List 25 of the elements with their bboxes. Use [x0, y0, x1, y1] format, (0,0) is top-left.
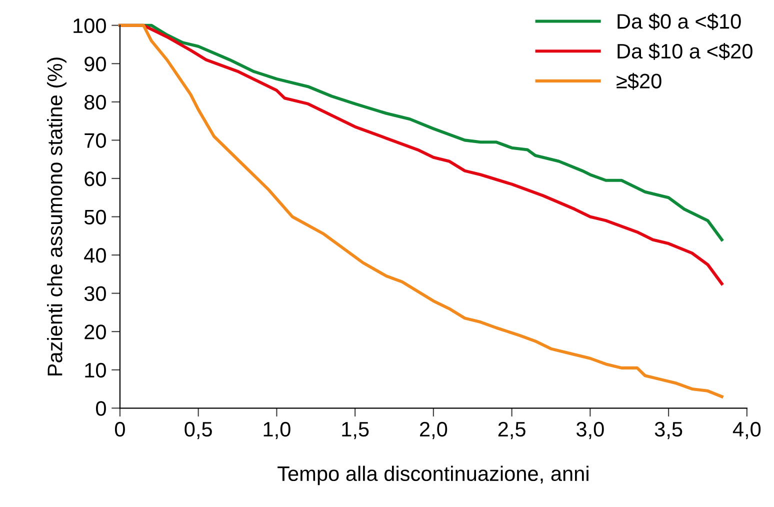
legend-label: Da $0 a <$10	[618, 13, 741, 30]
x-tick-label: 0,5	[184, 422, 212, 440]
x-tick-label: 0	[114, 422, 125, 437]
x-axis-title: Tempo alla discontinuazione, anni	[278, 466, 588, 486]
x-tick-label: 3,0	[576, 422, 604, 440]
legend-label: ≥$20	[616, 72, 662, 90]
y-tick-label: 50	[84, 210, 106, 224]
x-tick-label: 4,0	[732, 422, 761, 440]
x-tick-label: 2,5	[498, 422, 526, 440]
y-tick-label: 70	[84, 133, 106, 148]
x-tick-label: 1,0	[264, 422, 290, 440]
x-tick-label: 1,5	[342, 422, 369, 440]
y-tick-label: 20	[84, 324, 106, 340]
y-tick-label: 40	[84, 248, 106, 263]
y-tick-label: 30	[84, 286, 106, 302]
y-tick-label: 60	[84, 171, 106, 186]
y-tick-label: 0	[96, 401, 106, 416]
x-tick-label: 3,5	[654, 422, 682, 440]
y-tick-label: 90	[84, 56, 106, 72]
y-tick-label: 100	[74, 18, 106, 34]
y-axis-title: Pazienti che assumono statine (%)	[47, 58, 66, 376]
y-tick-label: 10	[85, 362, 106, 378]
legend-label: Da $10 a <$20	[618, 42, 752, 60]
x-tick-label: 2,0	[420, 422, 448, 440]
y-tick-label: 80	[84, 94, 106, 110]
